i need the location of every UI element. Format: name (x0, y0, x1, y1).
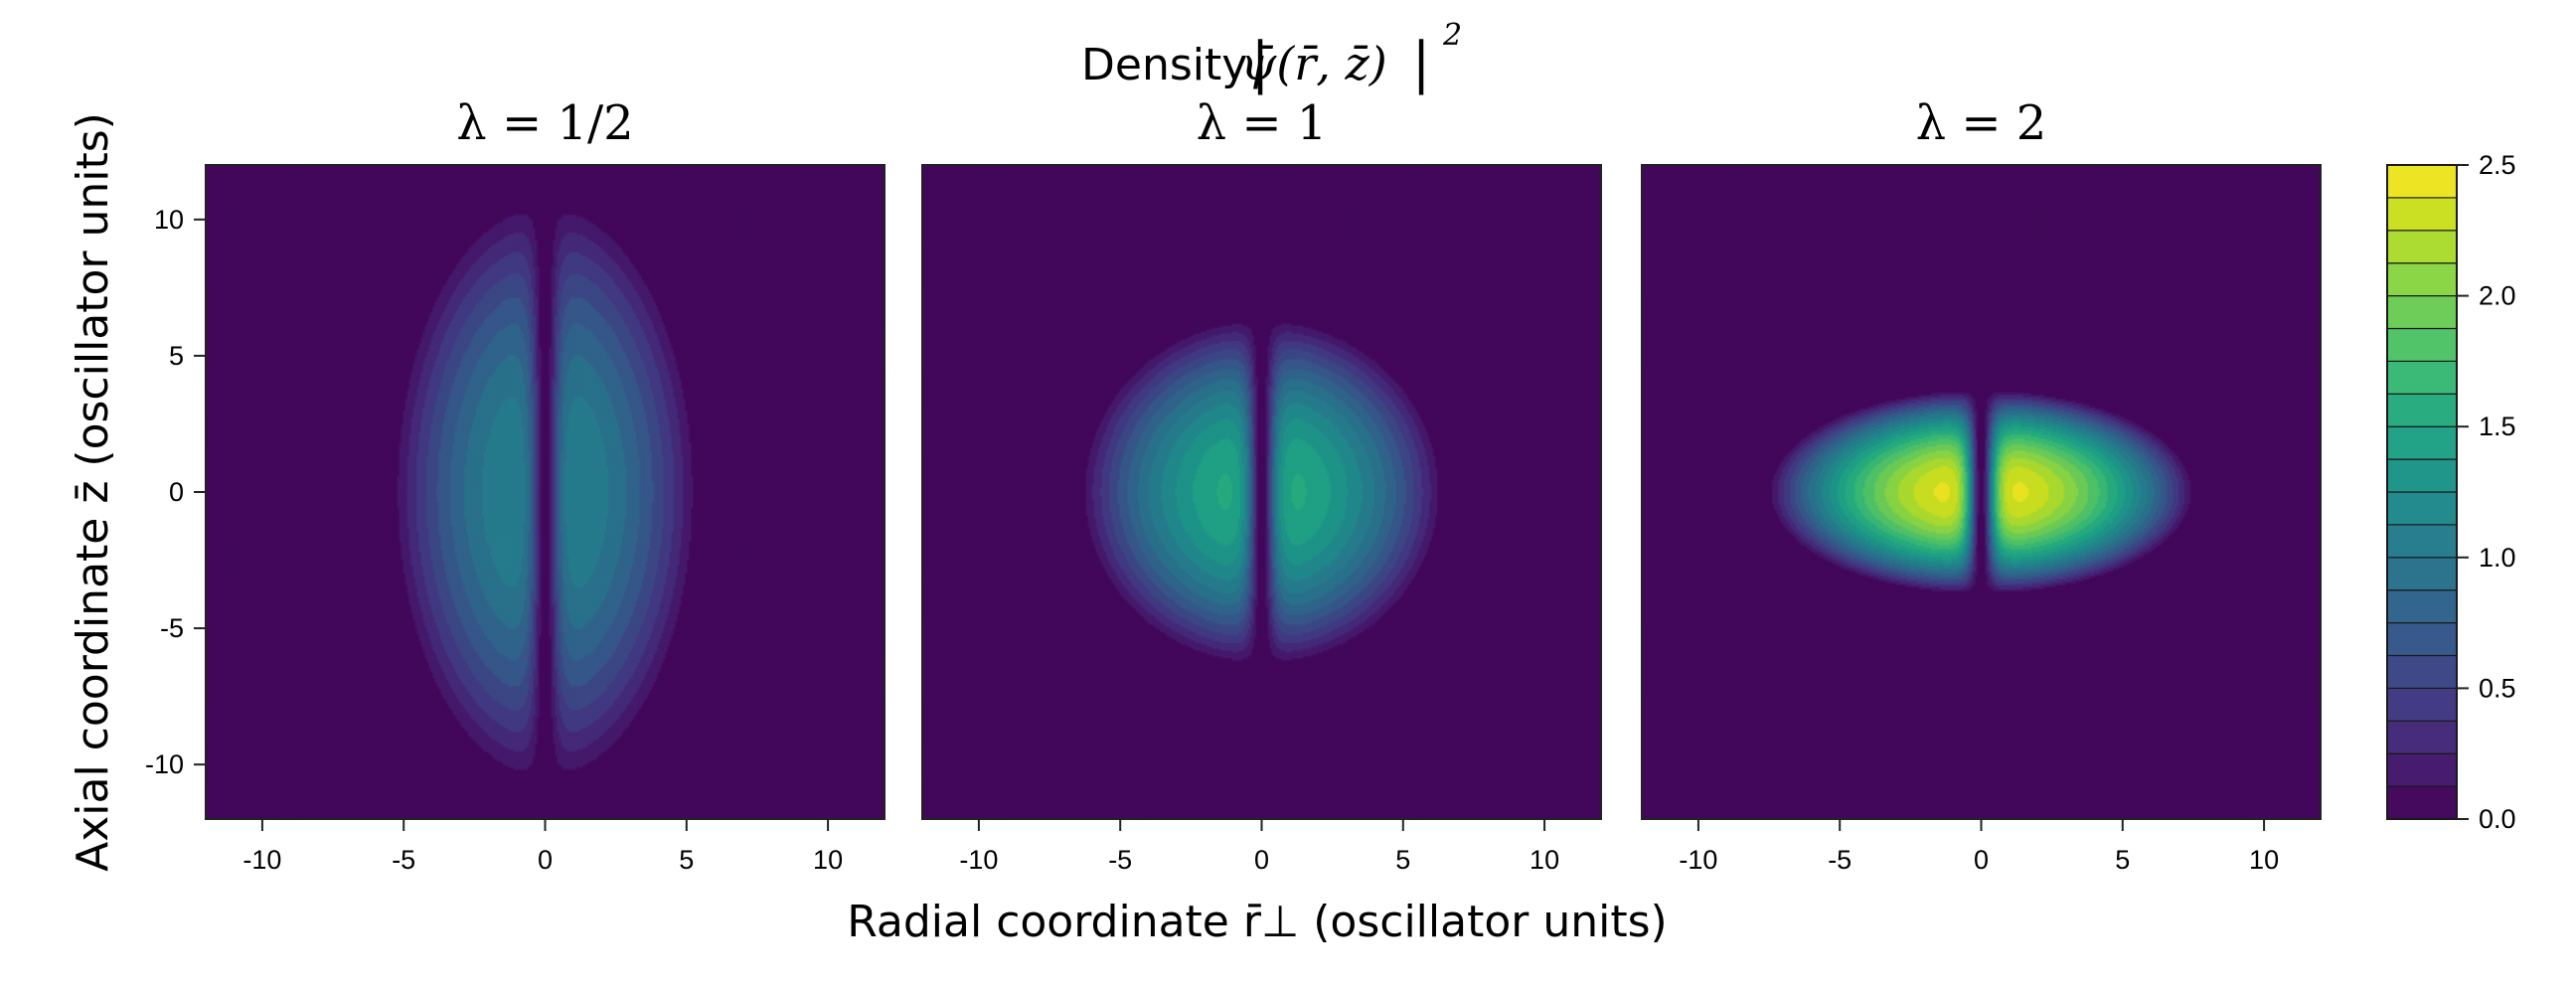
panel-title: λ = 1/2 (456, 95, 633, 151)
x-tick-label: 0 (1254, 845, 1269, 875)
x-tick-label: 0 (538, 845, 553, 875)
y-tick-label: 10 (154, 205, 184, 235)
density-heatmap (1642, 165, 2321, 819)
density-heatmap (922, 165, 1601, 819)
panel-title: λ = 2 (1916, 95, 2047, 151)
colorbar-level (2386, 491, 2458, 526)
svg-text:|: | (1412, 31, 1431, 95)
density-heatmap (206, 165, 885, 819)
colorbar-tick-label: 2.0 (2479, 281, 2516, 311)
svg-text:2: 2 (1442, 18, 1462, 53)
colorbar-level (2386, 295, 2458, 330)
colorbar-level (2386, 785, 2458, 820)
colorbar-level (2386, 230, 2458, 264)
panel-2: λ = 1 -10 -5 0 5 10 (921, 95, 1602, 875)
x-tick-label: 0 (1974, 845, 1989, 875)
colorbar-level (2386, 327, 2458, 363)
colorbar-tick-label: 0.0 (2479, 804, 2516, 834)
colorbar-level (2386, 557, 2458, 591)
x-tick-label: -5 (392, 845, 415, 875)
figure-title: Density | ψ̄(r̄, z̄) | 2 (1081, 18, 1462, 95)
colorbar-level (2386, 164, 2458, 199)
panel-1: λ = 1/2 -10 -5 0 5 10 -10 -5 0 5 10 (145, 95, 886, 875)
colorbar-level (2386, 393, 2458, 427)
colorbar-level (2386, 687, 2458, 722)
colorbar-tick-label: 0.5 (2479, 673, 2516, 703)
y-tick-label: 0 (169, 477, 184, 507)
panel-title: λ = 1 (1197, 95, 1328, 151)
x-tick-label: -10 (959, 845, 998, 875)
colorbar-level (2386, 360, 2458, 395)
colorbar-frame (2386, 164, 2458, 820)
svg-text:Density: Density (1081, 40, 1247, 90)
x-tick-label: 10 (813, 845, 843, 875)
colorbar-level (2386, 262, 2458, 297)
colorbar: 0.0 0.5 1.0 1.5 2.0 2.5 (2386, 150, 2516, 834)
x-tick-label: -5 (1828, 845, 1852, 875)
x-axis-label: Radial coordinate r̄⊥ (oscillator units) (847, 897, 1667, 947)
colorbar-level (2386, 458, 2458, 493)
colorbar-level (2386, 524, 2458, 559)
x-tick-label: -5 (1108, 845, 1132, 875)
y-tick-label: -5 (160, 613, 184, 643)
svg-text:ψ̄(r̄, z̄): ψ̄(r̄, z̄) (1240, 37, 1386, 90)
panel-3: λ = 2 -10 -5 0 5 10 (1641, 95, 2322, 875)
x-tick-label: 5 (679, 845, 694, 875)
colorbar-level (2386, 197, 2458, 232)
y-tick-label: 5 (169, 341, 184, 371)
colorbar-tick-label: 1.0 (2479, 543, 2516, 573)
colorbar-level (2386, 654, 2458, 690)
colorbar-level (2386, 589, 2458, 624)
colorbar-level (2386, 621, 2458, 657)
x-tick-label: 5 (1395, 845, 1410, 875)
y-tick-label: -10 (145, 749, 184, 779)
x-tick-label: 10 (2249, 845, 2279, 875)
colorbar-tick-label: 2.5 (2479, 150, 2516, 180)
colorbar-level (2386, 752, 2458, 787)
x-tick-label: 5 (2115, 845, 2130, 875)
colorbar-tick-label: 1.5 (2479, 412, 2516, 441)
x-tick-label: -10 (242, 845, 281, 875)
colorbar-level (2386, 425, 2458, 460)
y-axis-label: Axial coordinate z̄ (oscillator units) (68, 112, 118, 872)
x-tick-label: -10 (1679, 845, 1717, 875)
x-tick-label: 10 (1530, 845, 1559, 875)
svg-text:|: | (1251, 31, 1270, 95)
colorbar-level (2386, 720, 2458, 754)
